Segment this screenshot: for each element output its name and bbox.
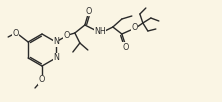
Text: O: O — [123, 43, 129, 52]
Text: O: O — [64, 32, 70, 40]
Text: N: N — [53, 54, 59, 63]
Text: O: O — [86, 7, 92, 16]
Text: O: O — [132, 23, 138, 33]
Text: O: O — [39, 75, 45, 84]
Text: N: N — [53, 38, 59, 47]
Text: O: O — [12, 28, 19, 38]
Text: NH: NH — [94, 27, 106, 36]
